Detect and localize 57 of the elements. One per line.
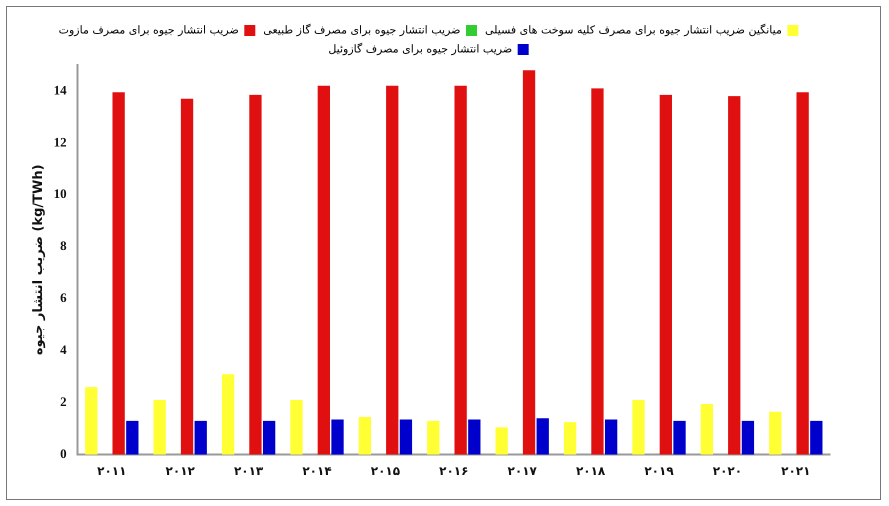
bar <box>222 374 234 455</box>
bar <box>249 94 262 455</box>
legend-label: ضریب انتشار جیوه برای مصرف گازوئیل <box>328 42 512 56</box>
bar <box>194 420 207 455</box>
x-tick-label: ۲۰۱۹ <box>644 464 674 478</box>
bar <box>126 420 138 455</box>
y-tick-label: 10 <box>54 186 67 202</box>
bar <box>318 86 330 455</box>
bar <box>290 400 303 455</box>
y-tick-label: 8 <box>60 238 68 254</box>
bar <box>769 412 782 455</box>
y-tick-label: 4 <box>60 342 68 358</box>
y-tick-label: 14 <box>54 82 68 98</box>
x-tick-label: ۲۰۱۴ <box>302 464 332 478</box>
bar <box>564 422 576 455</box>
y-tick-label: 0 <box>60 446 67 461</box>
bar <box>468 420 480 455</box>
x-tick-label: ۲۰۱۵ <box>370 464 400 478</box>
bar <box>112 92 125 455</box>
legend-label: میانگین ضریب انتشار جیوه برای مصرف کلیه سوخت های فسیلی <box>484 23 782 36</box>
bar <box>536 418 549 455</box>
bar <box>85 387 98 455</box>
bar <box>604 420 618 455</box>
bar <box>427 420 440 455</box>
bar <box>591 88 604 455</box>
bar <box>810 420 822 455</box>
x-tick-label: ۲۰۲۰ <box>712 464 742 478</box>
bar <box>728 96 740 455</box>
bar <box>262 420 276 455</box>
bar <box>796 92 809 455</box>
y-tick-label: 6 <box>60 290 68 306</box>
bar <box>386 86 398 455</box>
x-tick-label: ۲۰۲۱ <box>781 464 810 478</box>
y-tick-label: 12 <box>54 134 67 150</box>
x-tick-label: ۲۰۱۳ <box>234 464 264 478</box>
bar <box>154 400 166 455</box>
bar <box>742 420 754 455</box>
bar <box>700 404 714 455</box>
x-tick-label: ۲۰۱۱ <box>97 464 126 478</box>
y-tick-label: 2 <box>60 394 67 410</box>
legend-label: ضریب انتشار جیوه برای مصرف مازوت <box>58 23 239 36</box>
bar <box>632 400 645 455</box>
bar <box>358 416 372 455</box>
legend-label: ضریب انتشار جیوه برای مصرف گاز طبیعی <box>263 23 460 36</box>
bar <box>660 94 672 455</box>
x-tick-label: ۲۰۱۶ <box>439 464 468 478</box>
bar <box>522 70 536 455</box>
x-tick-label: ۲۰۱۲ <box>166 464 196 478</box>
y-axis-title: ضریب انتشار جیوه (kg/TWh) <box>31 164 46 356</box>
bar <box>496 427 508 455</box>
x-tick-label: ۲۰۱۸ <box>576 464 606 478</box>
x-tick-label: ۲۰۱۷ <box>508 464 538 478</box>
bar <box>331 420 344 455</box>
bar <box>180 98 194 455</box>
bar <box>673 420 686 455</box>
bar <box>400 420 412 455</box>
bar <box>454 86 467 455</box>
